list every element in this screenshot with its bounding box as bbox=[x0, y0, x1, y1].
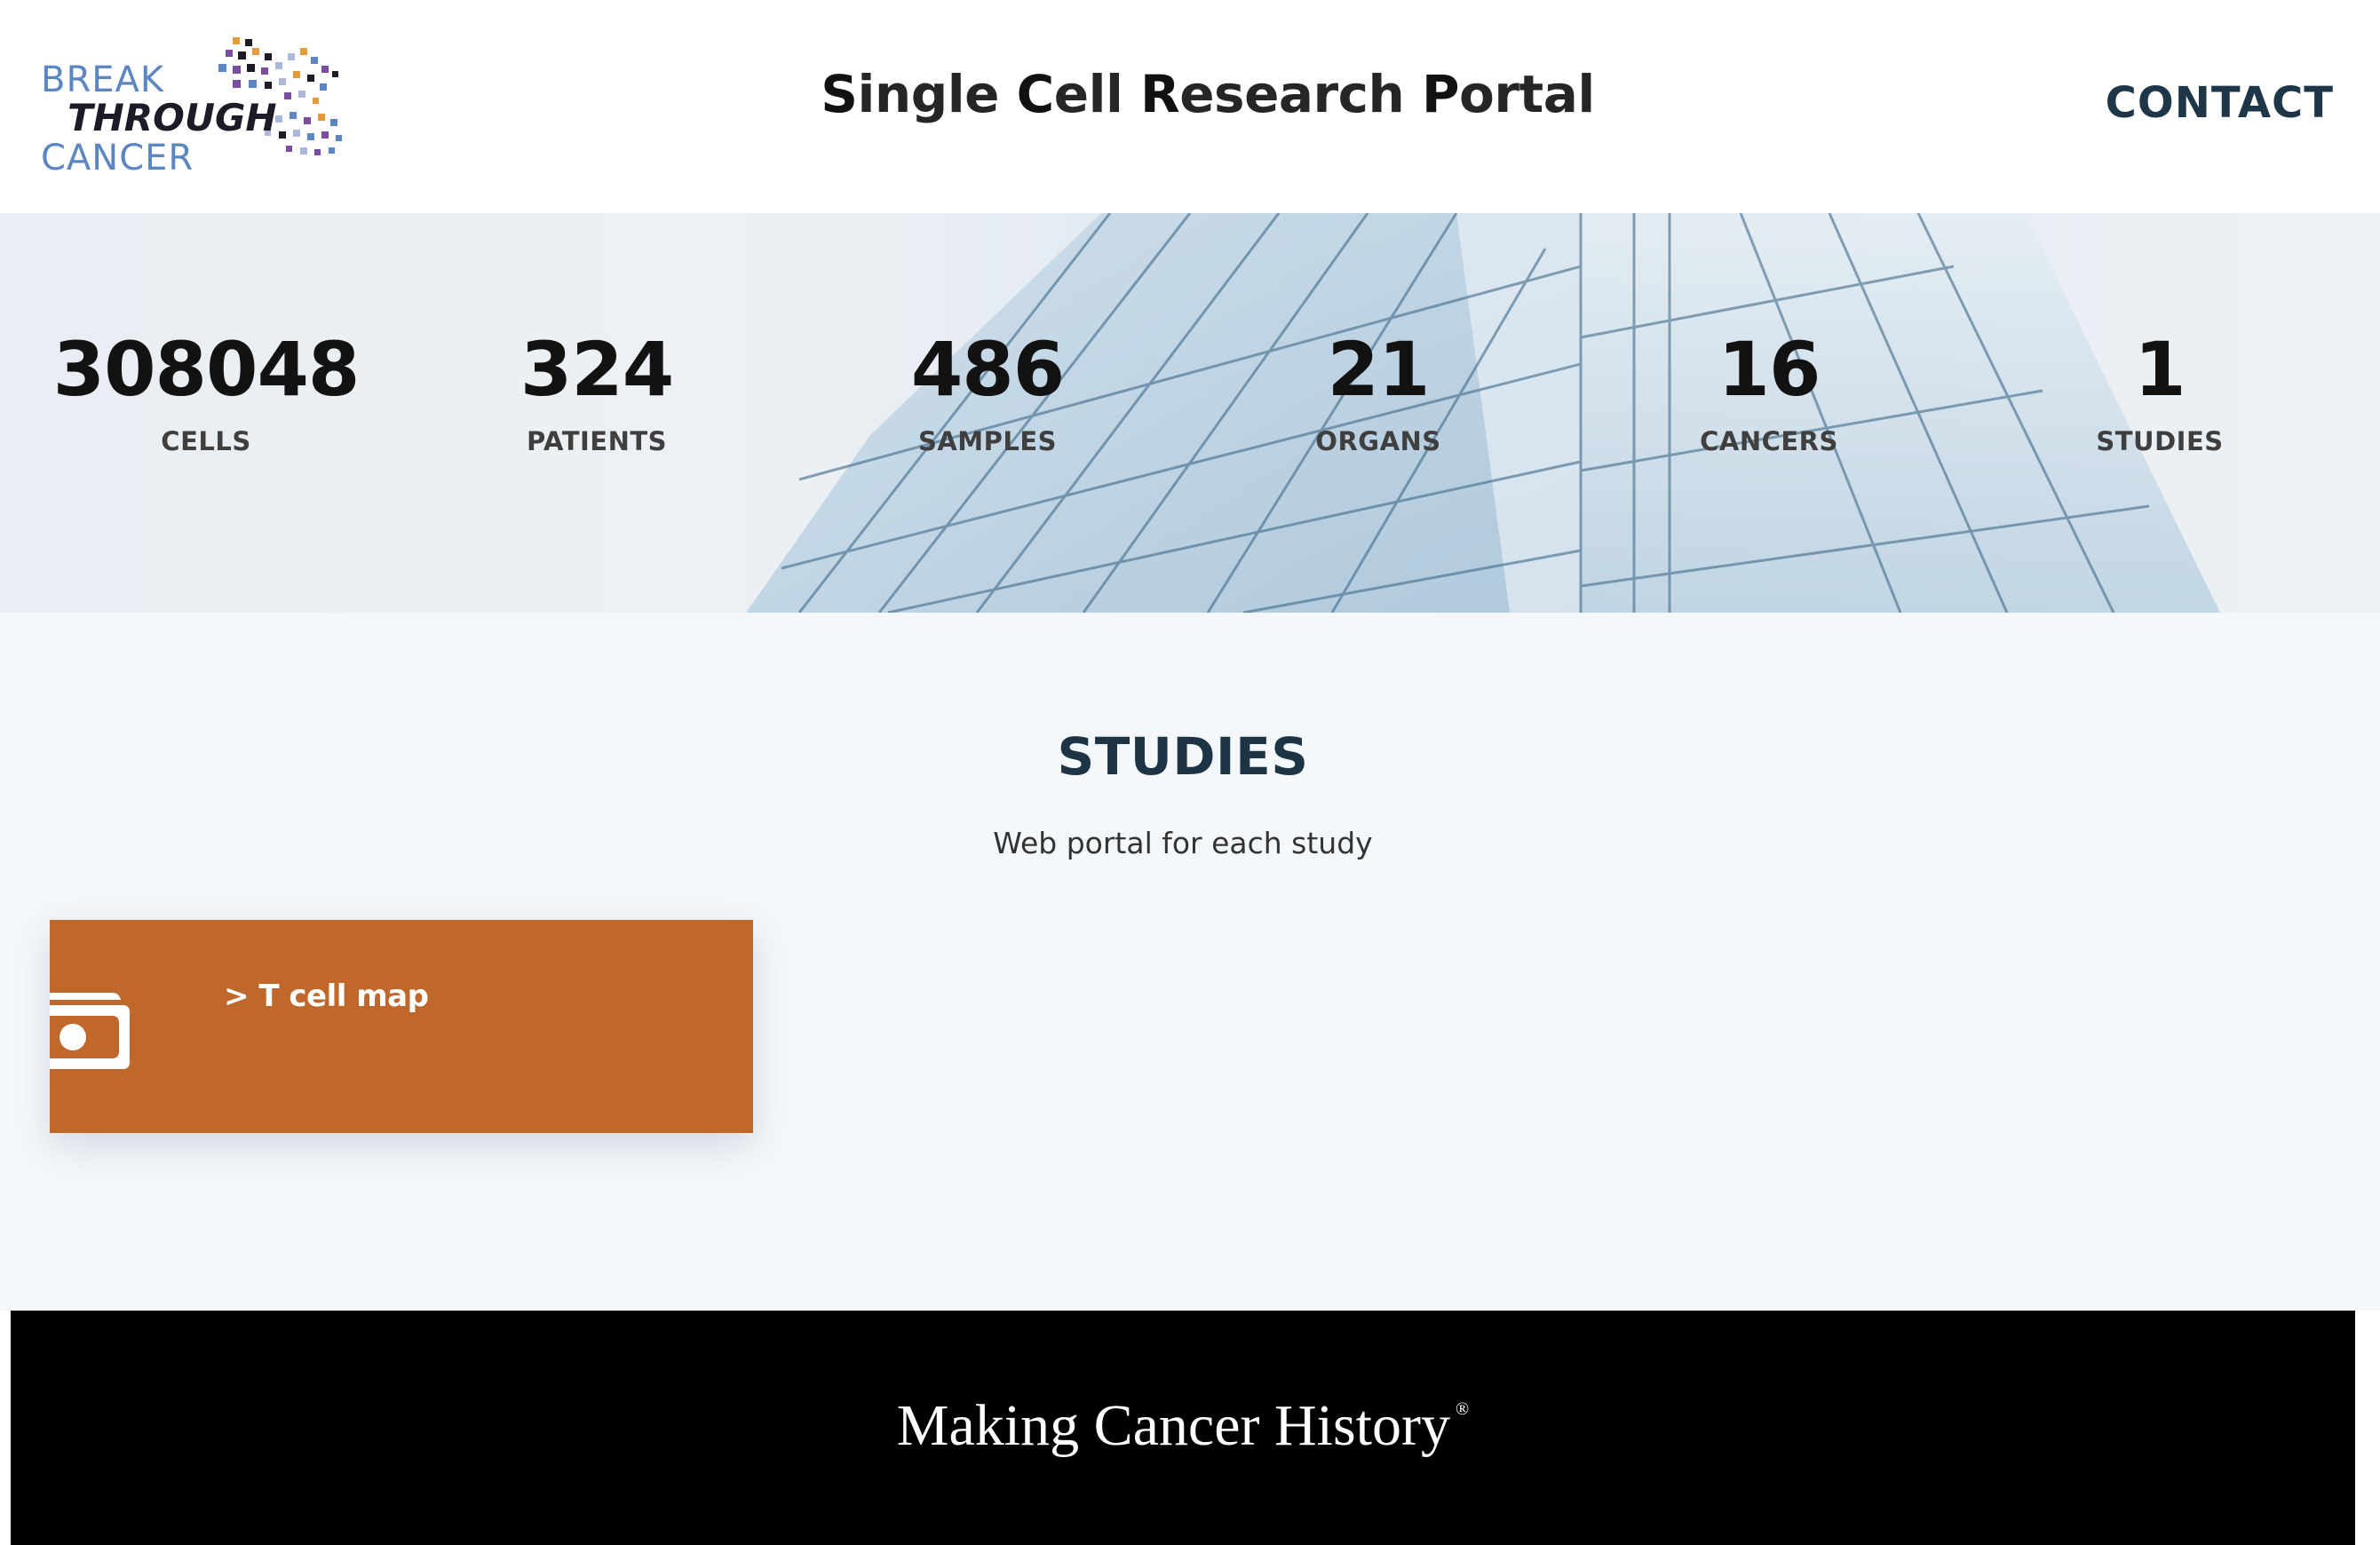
break-through-cancer-logo[interactable]: BREAK THROUGH CANCER bbox=[37, 30, 357, 181]
logo-text-through: THROUGH bbox=[67, 96, 277, 139]
footer-tagline: Making Cancer History ® bbox=[11, 1392, 2355, 1460]
logo-pixel-mosaic bbox=[218, 37, 342, 155]
stat-value: 1 bbox=[2134, 326, 2186, 413]
studies-subtitle: Web portal for each study bbox=[993, 826, 1373, 860]
contact-link[interactable]: CONTACT bbox=[2105, 78, 2334, 128]
site-title-rest: ell bbox=[1053, 64, 1141, 124]
study-card-t-cell-map[interactable]: > T cell map bbox=[50, 920, 753, 1133]
money-bill-icon bbox=[50, 993, 130, 1069]
stat-label: ORGANS bbox=[1315, 426, 1441, 457]
site-title-cap: P bbox=[1422, 64, 1460, 124]
site-footer: Making Cancer History ® bbox=[11, 1311, 2355, 1545]
stat-label: PATIENTS bbox=[526, 426, 668, 457]
stat-patients: 324 PATIENTS bbox=[401, 326, 792, 457]
stat-value: 308048 bbox=[52, 326, 361, 413]
stat-value: 21 bbox=[1327, 326, 1431, 413]
site-title-rest: ortal bbox=[1459, 64, 1595, 124]
stat-cells: 308048 CELLS bbox=[11, 326, 401, 457]
studies-heading: STUDIES bbox=[1057, 726, 1309, 787]
site-title-cap: S bbox=[821, 64, 858, 124]
glass-building-background bbox=[746, 213, 2220, 613]
site-title: Single Cell Research Portal bbox=[0, 64, 2380, 124]
stats-hero: 308048 CELLS 324 PATIENTS 486 SAMPLES 21… bbox=[0, 213, 2380, 613]
logo-text-cancer: CANCER bbox=[41, 138, 194, 178]
stat-samples: 486 SAMPLES bbox=[792, 326, 1183, 457]
studies-section: STUDIES Web portal for each study > T ce… bbox=[0, 613, 2380, 1311]
stat-studies: 1 STUDIES bbox=[1964, 326, 2355, 457]
site-title-cap: R bbox=[1140, 64, 1180, 124]
stat-label: SAMPLES bbox=[917, 426, 1058, 457]
stat-value: 324 bbox=[520, 326, 674, 413]
registered-mark: ® bbox=[1456, 1399, 1470, 1419]
stat-value: 486 bbox=[910, 326, 1065, 413]
site-title-rest: esearch bbox=[1179, 64, 1423, 124]
stat-value: 16 bbox=[1718, 326, 1821, 413]
footer-tagline-text: Making Cancer History bbox=[896, 1393, 1450, 1458]
logo-text-break: BREAK bbox=[41, 59, 165, 100]
stat-organs: 21 ORGANS bbox=[1183, 326, 1574, 457]
site-header: BREAK THROUGH CANCER Single Cell Researc… bbox=[0, 0, 2380, 213]
stat-cancers: 16 CANCERS bbox=[1574, 326, 1964, 457]
stat-label: CANCERS bbox=[1700, 426, 1838, 457]
site-title-cap: C bbox=[1016, 64, 1055, 124]
study-link-label[interactable]: > T cell map bbox=[224, 979, 429, 1014]
site-title-rest: ingle bbox=[857, 64, 1017, 124]
stat-label: STUDIES bbox=[2096, 426, 2224, 457]
stat-label: CELLS bbox=[161, 426, 251, 457]
